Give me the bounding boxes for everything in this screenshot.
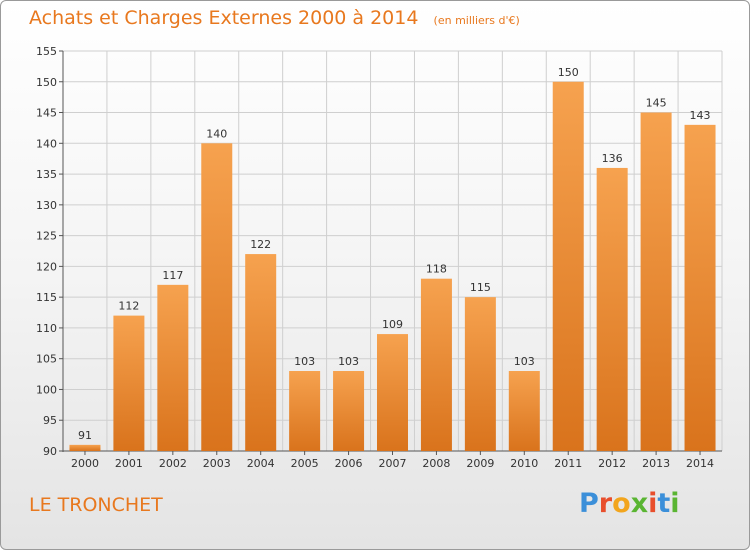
y-tick-label: 125 [36,230,57,243]
x-tick-label: 2005 [291,457,319,470]
y-tick-label: 145 [36,107,57,120]
bar-value-label: 140 [206,127,227,140]
location-name: LE TRONCHET [29,494,163,516]
logo-letter: i [648,488,658,519]
chart-unit: (en milliers d'€) [433,14,520,27]
bar-value-label: 112 [118,300,139,313]
y-tick-label: 110 [36,322,57,335]
logo-letter: i [670,488,680,519]
bar [113,315,145,451]
x-tick-label: 2013 [642,457,670,470]
bar-value-label: 103 [294,355,315,368]
bar-value-label: 150 [558,66,579,79]
bar-value-label: 103 [338,355,359,368]
bars [69,81,716,452]
y-tick-label: 100 [36,383,57,396]
x-tick-label: 2002 [159,457,187,470]
bar [201,143,233,452]
bar [157,284,189,451]
bar [245,254,277,451]
bar [508,371,540,451]
bar [69,444,101,451]
bar [552,81,584,452]
x-tick-label: 2000 [71,457,99,470]
bar-value-label: 118 [426,263,447,276]
chart-title: Achats et Charges Externes 2000 à 2014 (… [29,7,520,29]
bar [640,112,672,452]
bar-value-label: 122 [250,238,271,251]
bar-value-label: 136 [602,152,623,165]
x-tick-label: 2014 [686,457,714,470]
logo-letter: r [598,488,613,519]
y-tick-label: 120 [36,260,57,273]
logo-letter: o [612,488,631,519]
chart-title-text: Achats et Charges Externes 2000 à 2014 [29,7,419,29]
x-tick-label: 2011 [554,457,582,470]
bar [464,297,496,451]
logo-letter: P [579,488,599,519]
bar [289,371,321,451]
y-tick-label: 115 [36,291,57,304]
x-tick-label: 2004 [247,457,275,470]
bar-value-label: 109 [382,318,403,331]
proxiti-logo: Proxiti [579,488,680,519]
x-tick-label: 2003 [203,457,231,470]
bar-value-label: 115 [470,281,491,294]
bar [420,278,452,451]
x-tick-label: 2012 [598,457,626,470]
bar-value-label: 117 [162,269,183,282]
x-tick-label: 2007 [379,457,407,470]
y-tick-label: 155 [36,45,57,58]
y-tick-label: 135 [36,168,57,181]
logo-letter: x [630,488,649,519]
bar [333,371,365,451]
x-tick-label: 2008 [422,457,450,470]
bar [684,124,716,451]
bar-value-label: 145 [646,97,667,110]
bar [377,334,408,451]
bar-value-label: 103 [514,355,535,368]
y-tick-label: 90 [43,445,57,458]
logo-letter: t [657,488,671,519]
x-tick-label: 2001 [115,457,143,470]
labels: 90 95 100 105 110 115 120 125 130 135 140 145 150 155… [36,45,714,470]
y-tick-label: 140 [36,137,57,150]
y-tick-label: 95 [43,414,57,427]
bar-value-label: 143 [690,109,711,122]
y-tick-label: 105 [36,353,57,366]
y-tick-label: 130 [36,199,57,212]
x-tick-label: 2009 [466,457,494,470]
x-tick-label: 2006 [335,457,363,470]
x-tick-label: 2010 [510,457,538,470]
bar [596,167,628,451]
bar-value-label: 91 [78,429,92,442]
y-tick-label: 150 [36,76,57,89]
